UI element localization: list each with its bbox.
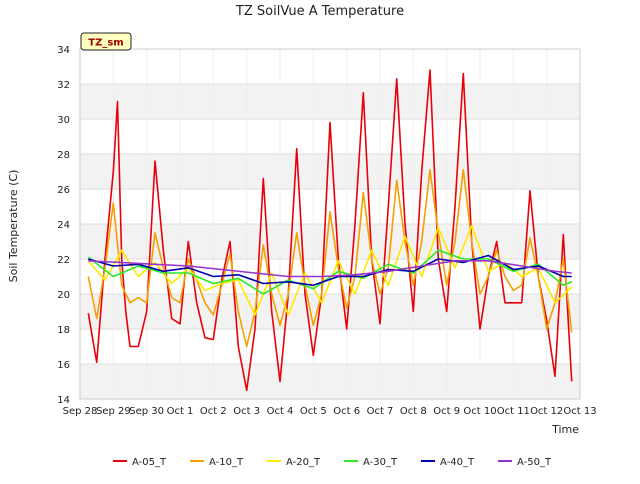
y-tick-label: 18 xyxy=(57,325,70,336)
legend-label: A-30_T xyxy=(363,457,398,468)
grid-band xyxy=(80,154,580,189)
legend-label: A-10_T xyxy=(209,457,244,468)
series-line-a-40-t xyxy=(88,254,572,287)
y-tick-label: 26 xyxy=(57,185,70,196)
x-tick-label: Sep 29 xyxy=(96,406,131,417)
x-tick-label: Sep 28 xyxy=(63,406,98,417)
x-tick-label: Oct 4 xyxy=(267,406,294,417)
legend-label: A-05_T xyxy=(132,457,167,468)
y-tick-label: 28 xyxy=(57,150,70,161)
series-line-a-20-t xyxy=(87,225,573,316)
legend: A-05_T A-10_T A-20_T A-30_T A-40_T A-50_T xyxy=(113,457,552,468)
series-line-a-10-t xyxy=(87,169,573,348)
y-tick-label: 24 xyxy=(57,220,70,231)
y-tick-label: 16 xyxy=(57,360,70,371)
y-tick-label: 20 xyxy=(57,290,70,301)
x-tick-label: Oct 12 xyxy=(530,406,563,417)
y-tick-label: 34 xyxy=(57,45,70,56)
x-tick-label: Oct 9 xyxy=(433,406,460,417)
x-tick-label: Oct 5 xyxy=(300,406,327,417)
x-tick-label: Sep 30 xyxy=(129,406,164,417)
legend-label: A-20_T xyxy=(286,457,321,468)
series-line-a-50-t xyxy=(88,259,572,278)
x-tick-label: Oct 2 xyxy=(200,406,227,417)
x-tick-label: Oct 6 xyxy=(333,406,360,417)
site-badge: TZ_sm xyxy=(80,32,132,51)
chart-title: TZ SoilVue A Temperature xyxy=(235,4,404,19)
y-tick-label: 14 xyxy=(57,395,70,406)
badge-label: TZ_sm xyxy=(88,38,123,49)
grid-band xyxy=(80,224,580,259)
grid-band xyxy=(80,294,580,329)
x-tick-label: Oct 7 xyxy=(367,406,394,417)
x-tick-label: Oct 11 xyxy=(497,406,530,417)
legend-label: A-50_T xyxy=(517,457,552,468)
legend-label: A-40_T xyxy=(440,457,475,468)
y-axis-label: Soil Temperature (C) xyxy=(7,170,20,283)
x-tick-label: Oct 3 xyxy=(233,406,260,417)
x-tick-label: Oct 10 xyxy=(463,406,496,417)
x-tick-label: Oct 8 xyxy=(400,406,427,417)
x-tick-label: Oct 1 xyxy=(167,406,194,417)
y-tick-label: 30 xyxy=(57,115,70,126)
grid-band xyxy=(80,84,580,119)
x-tick-label: Oct 13 xyxy=(563,406,596,417)
x-axis-label: Time xyxy=(551,423,579,436)
grid-band xyxy=(80,364,580,399)
plot-area xyxy=(79,48,581,400)
y-tick-label: 32 xyxy=(57,80,70,91)
series-line-a-30-t xyxy=(87,249,573,295)
y-tick-label: 22 xyxy=(57,255,70,266)
